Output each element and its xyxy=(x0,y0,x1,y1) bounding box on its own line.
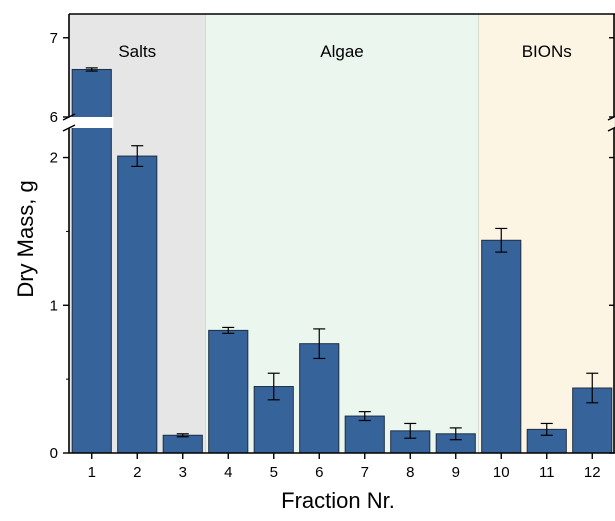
region-label-salts: Salts xyxy=(118,42,156,61)
y-tick-label-6: 6 xyxy=(50,109,58,126)
y-tick-labels: 0 1 2 6 7 xyxy=(50,30,58,462)
y-tick-label-0: 0 xyxy=(50,445,58,462)
bar-10 xyxy=(482,240,521,453)
y-tick-label-1: 1 xyxy=(50,297,58,314)
x-tick-label-2: 2 xyxy=(133,464,141,481)
bar-4 xyxy=(209,330,248,453)
x-tick-labels: 1 2 3 4 5 6 7 8 9 10 11 12 xyxy=(88,464,601,481)
x-tick-label-12: 12 xyxy=(584,464,601,481)
bar-3 xyxy=(163,435,202,453)
x-tick-label-5: 5 xyxy=(270,464,278,481)
region-label-bions: BIONs xyxy=(522,42,572,61)
x-tick-label-1: 1 xyxy=(88,464,96,481)
axis-break-gap xyxy=(67,117,113,128)
x-tick-label-7: 7 xyxy=(361,464,369,481)
y-tick-label-7: 7 xyxy=(50,30,58,47)
x-tick-label-10: 10 xyxy=(493,464,510,481)
x-tick-label-9: 9 xyxy=(452,464,460,481)
x-axis-title: Fraction Nr. xyxy=(281,488,395,513)
x-tick-label-3: 3 xyxy=(179,464,187,481)
y-axis-title: Dry Mass, g xyxy=(13,180,38,297)
bar-7 xyxy=(345,416,384,453)
y-tick-label-2: 2 xyxy=(50,150,58,167)
region-label-algae: Algae xyxy=(320,42,363,61)
bar-6 xyxy=(300,344,339,453)
bar-2 xyxy=(118,156,157,453)
x-tick-label-11: 11 xyxy=(539,464,555,481)
x-tick-label-6: 6 xyxy=(315,464,323,481)
x-tick-label-4: 4 xyxy=(224,464,232,481)
x-tick-label-8: 8 xyxy=(406,464,414,481)
